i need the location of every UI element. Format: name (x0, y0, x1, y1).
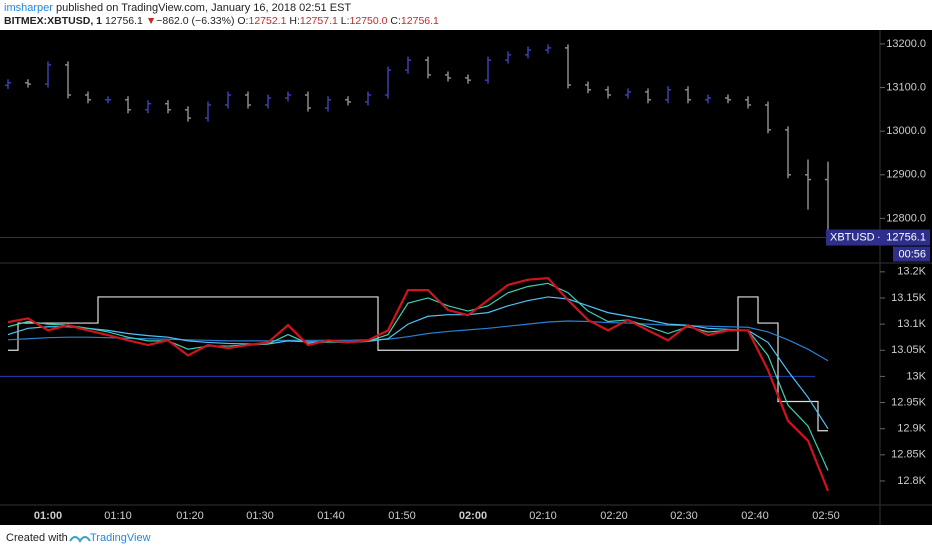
y-tick-label: 13.2K (897, 266, 926, 278)
price-label-sep: · (877, 231, 881, 243)
indicator-line (8, 296, 828, 432)
time-label: 02:10 (529, 510, 557, 522)
price-label-bg (826, 229, 930, 246)
time-label: 01:40 (317, 510, 345, 522)
indicator-line (7, 276, 830, 492)
change: −862.0 (−6.33%) (156, 15, 234, 27)
o: 12752.1 (248, 15, 286, 27)
time-label: 02:20 (600, 510, 628, 522)
arrow: ▼ (146, 15, 156, 27)
countdown: 00:56 (898, 248, 926, 260)
footer-created: Created with (6, 532, 68, 544)
time-label: 01:10 (104, 510, 132, 522)
time-label: 01:20 (176, 510, 204, 522)
time-label: 01:30 (246, 510, 274, 522)
footer-bg (0, 525, 932, 550)
header-line2: BITMEX:XBTUSD, 1 12756.1 ▼−862.0 (−6.33%… (4, 15, 439, 27)
chart-bg (0, 30, 932, 525)
footer-brand[interactable]: TradingView (90, 532, 151, 544)
header-bg (0, 0, 932, 30)
symbol: BITMEX:XBTUSD, 1 (4, 15, 102, 27)
countdown-bg (893, 246, 930, 262)
y-tick-label: 12800.0 (886, 212, 926, 224)
y-tick-label: 13K (906, 370, 926, 382)
l: 12750.0 (350, 15, 388, 27)
y-tick-label: 12.9K (897, 423, 926, 435)
y-tick-label: 13.1K (897, 318, 926, 330)
y-tick-label: 12.85K (891, 449, 927, 461)
time-label: 01:00 (34, 510, 62, 522)
published: published on TradingView.com, January 16… (56, 2, 351, 14)
h-label: H: (289, 15, 300, 27)
l-label: L: (341, 15, 350, 27)
c: 12756.1 (401, 15, 439, 27)
price-label-price: 12756.1 (886, 231, 926, 243)
y-tick-label: 13.05K (891, 344, 927, 356)
logo (69, 536, 91, 543)
o-label: O: (237, 15, 248, 27)
y-tick-label: 13200.0 (886, 38, 926, 50)
time-label: 01:50 (388, 510, 416, 522)
y-tick-label: 12.95K (891, 396, 927, 408)
h: 12757.1 (300, 15, 338, 27)
header-line1: imsharper published on TradingView.com, … (4, 2, 351, 14)
y-tick-label: 13000.0 (886, 125, 926, 137)
last: 12756.1 (105, 15, 143, 27)
y-tick-label: 13.15K (891, 292, 927, 304)
author[interactable]: imsharper (4, 2, 53, 14)
y-tick-label: 12.8K (897, 475, 926, 487)
y-tick-label: 13100.0 (886, 81, 926, 93)
y-tick-label: 12900.0 (886, 169, 926, 181)
price-label-symbol: XBTUSD (830, 231, 875, 243)
time-label: 02:40 (741, 510, 769, 522)
time-label: 02:30 (670, 510, 698, 522)
time-label: 02:00 (459, 510, 487, 522)
c-label: C: (390, 15, 401, 27)
time-label: 02:50 (812, 510, 840, 522)
